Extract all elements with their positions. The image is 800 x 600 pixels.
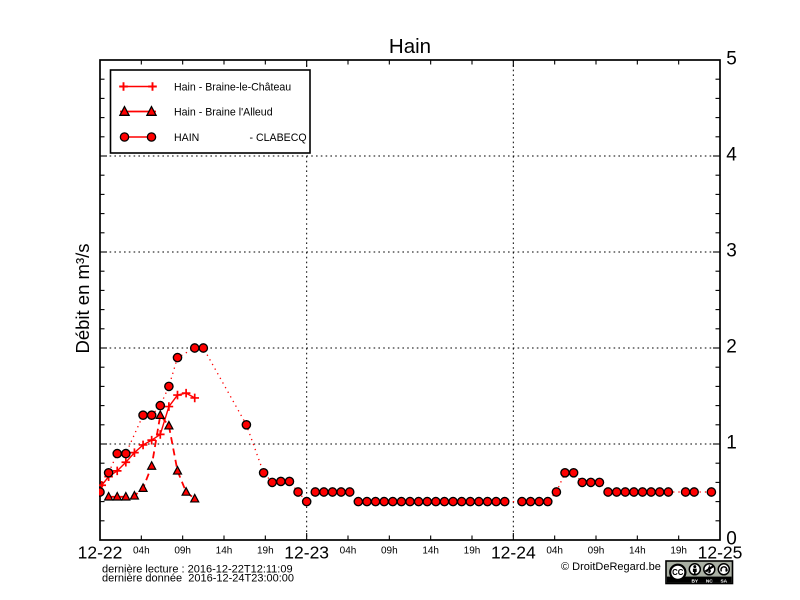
- svg-text:Hain - Braine l'Alleud: Hain - Braine l'Alleud: [174, 107, 273, 119]
- svg-text:2: 2: [726, 337, 737, 358]
- svg-text:04h: 04h: [133, 546, 150, 557]
- svg-text:Hain: Hain: [389, 35, 431, 58]
- svg-text:12-23: 12-23: [284, 543, 329, 563]
- svg-text:- CLABECQ: - CLABECQ: [250, 132, 307, 144]
- svg-text:dernière lecture : 2016-12-22T: dernière lecture : 2016-12-22T12:11:09: [102, 563, 293, 575]
- svg-text:Débit en m³/s: Débit en m³/s: [72, 243, 93, 353]
- svg-text:Hain - Braine-le-Château: Hain - Braine-le-Château: [174, 82, 291, 94]
- svg-text:BY: BY: [691, 579, 698, 585]
- svg-text:12-25: 12-25: [698, 543, 743, 563]
- svg-text:14h: 14h: [422, 546, 439, 557]
- svg-text:04h: 04h: [340, 546, 357, 557]
- svg-text:SA: SA: [720, 579, 727, 585]
- svg-text:0: 0: [726, 529, 737, 550]
- svg-text:09h: 09h: [381, 546, 398, 557]
- svg-text:5: 5: [726, 49, 737, 70]
- svg-text:19h: 19h: [670, 546, 687, 557]
- svg-text:09h: 09h: [588, 546, 605, 557]
- svg-text:© DroitDeRegard.be: © DroitDeRegard.be: [561, 561, 661, 573]
- svg-text:14h: 14h: [216, 546, 233, 557]
- svg-text:12-22: 12-22: [78, 543, 123, 563]
- svg-text:19h: 19h: [464, 546, 481, 557]
- svg-text:4: 4: [726, 145, 737, 166]
- svg-text:1: 1: [726, 433, 737, 454]
- svg-text:HAIN: HAIN: [174, 132, 199, 144]
- svg-text:14h: 14h: [629, 546, 646, 557]
- svg-text:09h: 09h: [174, 546, 191, 557]
- svg-text:CC: CC: [672, 568, 684, 577]
- svg-text:12-24: 12-24: [491, 543, 536, 563]
- svg-text:04h: 04h: [546, 546, 563, 557]
- svg-text:19h: 19h: [257, 546, 274, 557]
- svg-text:dernière donnée 2016-12-24T23: dernière donnée 2016-12-24T23:00:00: [102, 572, 294, 584]
- svg-text:3: 3: [726, 241, 737, 262]
- svg-text:NC: NC: [706, 579, 713, 585]
